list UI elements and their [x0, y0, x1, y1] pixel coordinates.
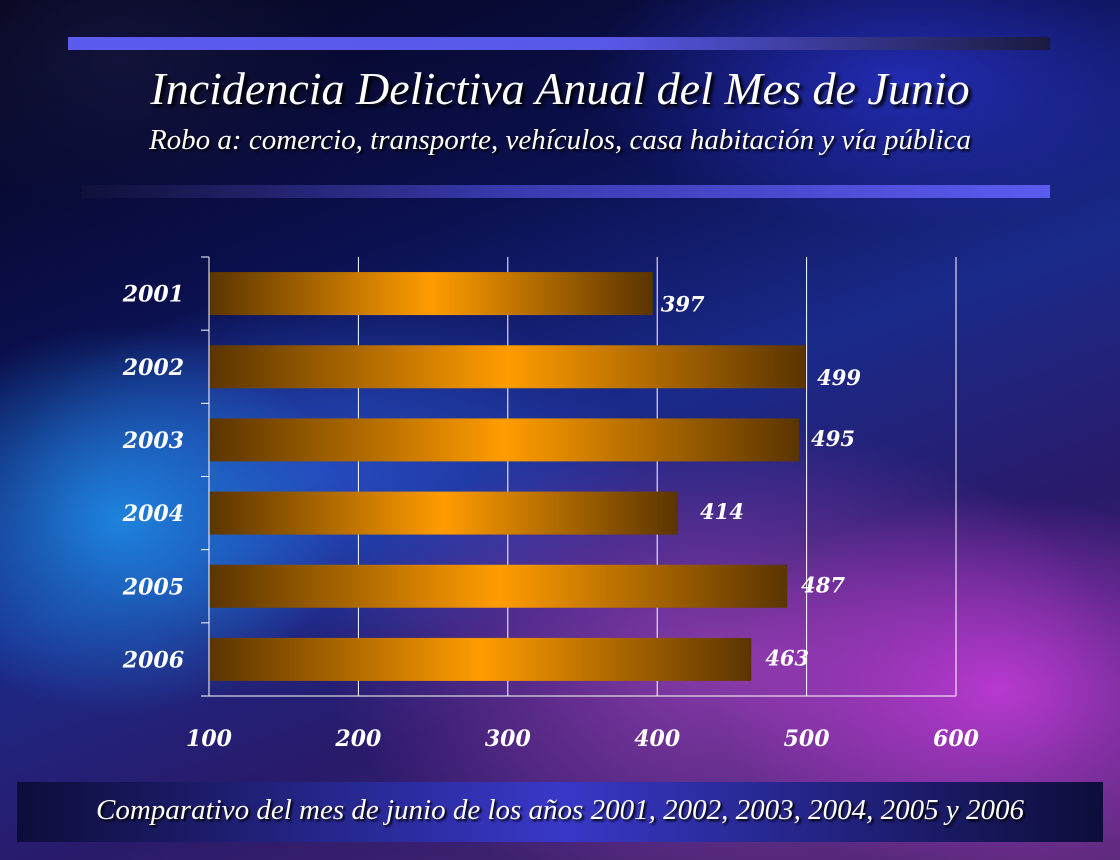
data-label: 397	[661, 292, 705, 317]
chart-bars	[209, 272, 806, 681]
bar-2005	[209, 564, 788, 608]
y-tick-label: 2006	[122, 647, 184, 673]
data-label: 487	[801, 572, 845, 597]
slide-subtitle: Robo a: comercio, transporte, vehículos,…	[148, 124, 972, 156]
x-tick-label: 400	[634, 726, 681, 752]
bar-2006	[209, 637, 752, 681]
bar-2001	[209, 272, 653, 316]
top-accent-rule	[68, 37, 1050, 50]
x-tick-label: 600	[933, 726, 980, 752]
chart-labels: 100 200 300 400 500 600 2001 397 2002 499 2003 495 2…	[122, 282, 980, 752]
chart-gridlines	[357, 257, 957, 696]
data-label: 414	[700, 499, 744, 524]
x-tick-label: 100	[186, 726, 233, 752]
middle-accent-rule	[82, 185, 1050, 198]
bar-chart: 100 200 300 400 500 600 2001 397 2002 499 2003 495 2…	[122, 256, 980, 752]
y-tick-label: 2004	[122, 501, 184, 527]
y-tick-label: 2003	[122, 428, 184, 454]
footer-caption: Comparativo del mes de junio de los años…	[96, 794, 1024, 826]
data-label: 495	[811, 426, 855, 451]
y-tick-label: 2002	[122, 355, 184, 381]
x-tick-label: 200	[334, 726, 382, 752]
slide-title: Incidencia Delictiva Anual del Mes de Ju…	[150, 63, 970, 114]
footer-banner: Comparativo del mes de junio de los años…	[17, 782, 1103, 842]
chart-axes	[201, 256, 956, 697]
data-label: 463	[765, 645, 809, 670]
x-tick-label: 300	[485, 726, 532, 752]
bar-2004	[209, 491, 679, 535]
y-tick-label: 2001	[122, 282, 184, 308]
x-tick-label: 500	[784, 726, 831, 752]
y-tick-label: 2005	[122, 574, 184, 600]
data-label: 499	[817, 365, 861, 390]
bar-2002	[209, 345, 806, 389]
bar-2003	[209, 418, 800, 462]
